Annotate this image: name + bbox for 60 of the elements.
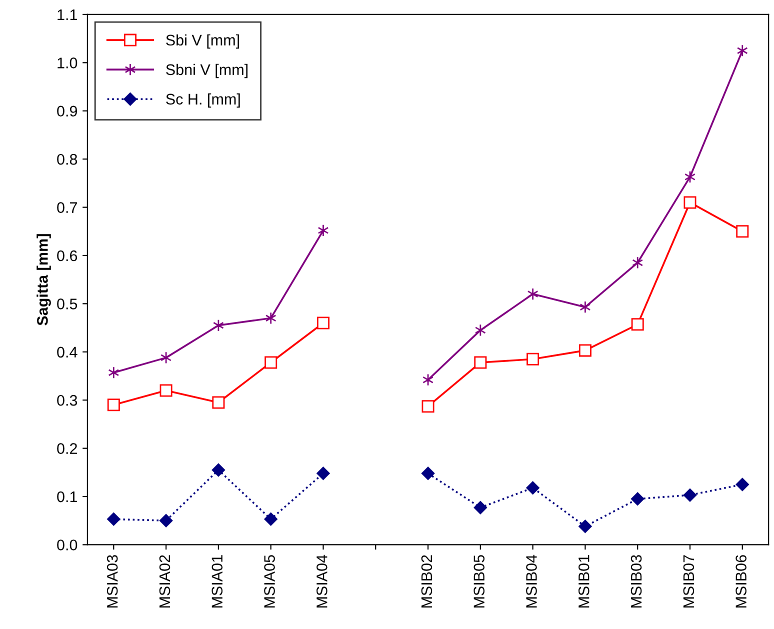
point bbox=[422, 400, 434, 413]
y-tick-label: 0.9 bbox=[57, 106, 78, 117]
y-tick-label: 1.0 bbox=[58, 58, 78, 68]
x-tick-label: MSIA02 bbox=[159, 555, 170, 608]
y-tick-label: 0.1 bbox=[57, 491, 77, 502]
point bbox=[107, 512, 120, 526]
point bbox=[316, 466, 330, 480]
x-tick-label: MSIA05 bbox=[264, 555, 275, 608]
legend-label: Sc H. [mm] bbox=[166, 93, 240, 108]
point bbox=[316, 316, 330, 330]
point bbox=[318, 224, 329, 237]
point bbox=[578, 520, 592, 533]
point bbox=[212, 396, 225, 409]
point bbox=[736, 478, 749, 492]
point bbox=[684, 196, 696, 209]
point bbox=[160, 384, 172, 397]
y-tick-label: 0.8 bbox=[57, 154, 78, 165]
y-tick-label: 0.0 bbox=[57, 540, 78, 550]
point bbox=[212, 463, 226, 477]
x-tick-label: MSIA04 bbox=[316, 554, 328, 608]
x-tick-label: MSIB02 bbox=[421, 555, 432, 608]
x-tick-label: MSIA01 bbox=[212, 555, 223, 608]
y-tick-label: 0.2 bbox=[57, 443, 77, 454]
point bbox=[736, 225, 749, 238]
legend-label: Sbi V [mm] bbox=[166, 34, 239, 49]
point bbox=[265, 312, 276, 324]
y-axis-title: Sagitta [mm] bbox=[36, 234, 51, 326]
legend-label: Sbni V [mm] bbox=[166, 64, 248, 78]
point bbox=[580, 300, 591, 314]
x-tick-label: MSIA03 bbox=[106, 555, 118, 608]
point bbox=[159, 514, 173, 528]
point bbox=[527, 288, 538, 300]
y-tick-label: 0.4 bbox=[57, 346, 78, 358]
x-tick-label: MSIB06 bbox=[736, 555, 746, 608]
y-tick-label: 1.1 bbox=[58, 9, 77, 20]
point bbox=[631, 492, 644, 506]
point bbox=[421, 466, 435, 480]
point bbox=[526, 352, 540, 366]
point bbox=[526, 481, 540, 494]
y-tick-label: 0.5 bbox=[57, 298, 78, 310]
x-tick-label: MSIB05 bbox=[474, 555, 485, 608]
point bbox=[264, 512, 278, 526]
y-tick-label: 0.7 bbox=[57, 202, 77, 213]
x-tick-label: MSIB04 bbox=[526, 554, 537, 608]
point bbox=[474, 501, 488, 514]
point bbox=[474, 324, 486, 336]
point bbox=[631, 318, 644, 331]
point bbox=[683, 488, 697, 502]
point bbox=[264, 356, 278, 369]
point bbox=[474, 356, 487, 369]
x-tick-label: MSIB07 bbox=[683, 555, 694, 608]
point bbox=[632, 256, 644, 269]
point bbox=[736, 44, 748, 57]
point bbox=[107, 398, 120, 412]
y-tick-label: 0.6 bbox=[57, 250, 78, 262]
x-tick-label: MSIB01 bbox=[578, 555, 590, 608]
point bbox=[578, 344, 592, 357]
y-tick-label: 0.3 bbox=[57, 394, 78, 406]
x-tick-label: MSIB03 bbox=[630, 555, 642, 608]
point bbox=[108, 366, 120, 379]
